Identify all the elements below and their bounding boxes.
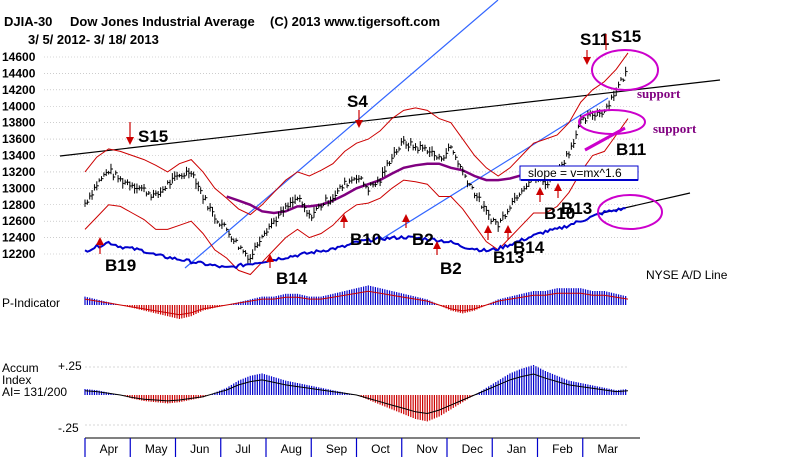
moving-average-line xyxy=(226,162,523,215)
signal-b19: B19 xyxy=(105,256,136,275)
month-label: Dec xyxy=(462,442,483,456)
signals: S15 S4 S11 S15 B19 B14 B10 B2 B2 B13 B14… xyxy=(105,27,646,288)
signal-b13-dec: B13 xyxy=(493,248,524,267)
price-axis: 14600 14400 14200 14000 13800 13600 13400 13200… xyxy=(2,50,36,261)
month-label: Jun xyxy=(190,442,209,456)
signal-b11: B11 xyxy=(616,140,646,159)
p-indicator-label: P-Indicator xyxy=(2,296,60,310)
signal-b13-jan: B13 xyxy=(561,199,592,218)
y-tick-label: 12400 xyxy=(2,231,36,245)
arrow-s15-head xyxy=(126,137,134,145)
signal-b10-sep: B10 xyxy=(350,230,381,249)
arrow-b13-jan-head xyxy=(554,183,562,191)
signal-s15-mar: S15 xyxy=(611,27,641,46)
arrow-b14-head xyxy=(266,254,274,262)
arrow-s11-head xyxy=(583,57,591,65)
month-label: Jul xyxy=(235,442,250,456)
signal-b2-nov-low: B2 xyxy=(440,259,462,278)
y-tick-label: 12800 xyxy=(2,198,36,212)
month-label: May xyxy=(145,442,168,456)
y-tick-label: 14200 xyxy=(2,83,36,97)
ad-line-path xyxy=(84,207,626,270)
signal-s11: S11 xyxy=(580,30,609,49)
arrow-s4-head xyxy=(355,120,363,128)
y-tick-label: 13600 xyxy=(2,132,36,146)
arrow-b2-low-head xyxy=(433,241,441,249)
accum-bars xyxy=(84,365,629,426)
lower-band-line xyxy=(84,118,629,276)
ma-emphasis xyxy=(584,126,626,152)
arrow-b10-jan-head xyxy=(536,187,544,195)
arrow-b2-head xyxy=(402,214,410,222)
arrow-b19-head xyxy=(96,237,104,245)
accum-label-2: Index xyxy=(2,373,31,387)
signal-b14-dec: B14 xyxy=(513,238,545,257)
copyright: (C) 2013 www.tigersoft.com xyxy=(270,14,440,29)
arrow-b14-dec-head xyxy=(504,225,512,233)
signal-b14-jun: B14 xyxy=(276,269,308,288)
month-axis: Apr May Jun Jul Aug Sep Oct Nov Dec Jan Feb Mar xyxy=(84,437,640,457)
y-tick-label: 14600 xyxy=(2,50,36,64)
y-tick-label: 13000 xyxy=(2,181,36,195)
month-label: Jan xyxy=(507,442,526,456)
black-trendline-upper xyxy=(59,79,721,157)
month-label: Feb xyxy=(552,442,573,456)
price-bands xyxy=(84,52,629,276)
signal-s4: S4 xyxy=(347,92,368,111)
signal-arrows xyxy=(96,34,607,268)
blue-trendline xyxy=(184,0,499,269)
upper-band-line xyxy=(84,52,629,216)
date-range: 3/ 5/ 2012- 3/ 18/ 2013 xyxy=(28,32,159,47)
signal-b10-jan: B10 xyxy=(544,204,575,223)
ai-value: AI= 131/200 xyxy=(2,385,67,399)
month-label: Nov xyxy=(416,442,437,456)
accum-bar-ma xyxy=(84,373,629,415)
y-tick-label: 14000 xyxy=(2,99,36,113)
accum-top: +.25 xyxy=(58,359,82,373)
accum-bottom: -.25 xyxy=(58,421,79,435)
y-tick-label: 12600 xyxy=(2,214,36,228)
month-label: Mar xyxy=(597,442,618,456)
circle-ad xyxy=(597,194,663,230)
month-label: Apr xyxy=(100,442,119,456)
month-label: Oct xyxy=(371,442,390,456)
chart-symbol: DJIA-30 xyxy=(4,14,52,29)
arrow-b13-head xyxy=(484,225,492,233)
month-label: Aug xyxy=(281,442,302,456)
y-tick-label: 14400 xyxy=(2,66,36,80)
y-tick-label: 13400 xyxy=(2,149,36,163)
y-tick-label: 13800 xyxy=(2,116,36,130)
trendlines xyxy=(59,0,721,269)
slope-label: slope = v=mx^1.6 xyxy=(528,166,622,180)
circle-mid xyxy=(578,109,646,135)
p-indicator-bars xyxy=(84,285,629,319)
support-label-upper: support xyxy=(637,86,681,101)
accum-label-1: Accum xyxy=(2,361,39,375)
signal-s15-apr: S15 xyxy=(138,127,168,146)
y-tick-label: 13200 xyxy=(2,165,36,179)
support-label-lower: support xyxy=(653,121,697,136)
signal-b2-nov: B2 xyxy=(412,230,434,249)
ad-line xyxy=(84,207,626,270)
circle-top xyxy=(591,49,659,91)
y-tick-label: 12200 xyxy=(2,247,36,261)
month-label: Sep xyxy=(326,442,348,456)
arrow-b10-head xyxy=(340,214,348,222)
p-indicator-bar-ma xyxy=(84,290,629,316)
ad-line-label: NYSE A/D Line xyxy=(646,268,728,282)
chart-title: Dow Jones Industrial Average xyxy=(70,14,255,29)
